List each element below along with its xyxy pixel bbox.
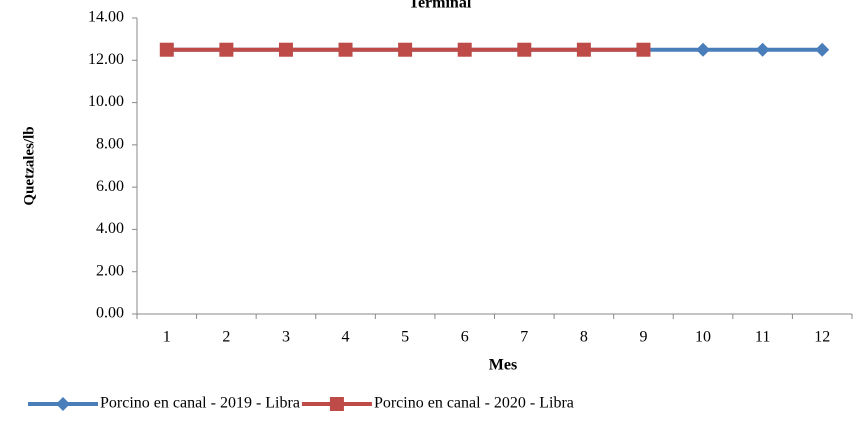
marker	[576, 42, 591, 57]
marker	[517, 42, 532, 57]
x-tick-label: 5	[401, 329, 409, 346]
x-tick-label: 1	[163, 329, 171, 346]
chart-title: Terminal	[409, 0, 472, 12]
x-tick-label: 12	[814, 329, 830, 346]
x-tick-label: 11	[755, 329, 770, 346]
y-axis-title: Quetzales/lb	[21, 126, 37, 205]
y-tick-label: 12.00	[88, 51, 124, 68]
marker	[398, 42, 413, 57]
y-tick-label: 2.00	[96, 262, 124, 279]
x-tick-label: 4	[342, 329, 350, 346]
marker	[636, 42, 651, 57]
marker	[159, 42, 174, 57]
x-tick-label: 9	[639, 329, 647, 346]
marker	[219, 42, 234, 57]
marker	[338, 42, 353, 57]
x-tick-label: 7	[520, 329, 528, 346]
x-tick-label: 8	[580, 329, 588, 346]
legend-item: Porcino en canal - 2019 - Libra	[28, 395, 300, 412]
marker	[278, 42, 293, 57]
y-tick-label: 10.00	[88, 93, 124, 110]
y-tick-label: 0.00	[96, 305, 124, 322]
y-tick-label: 4.00	[96, 220, 124, 237]
y-tick-label: 6.00	[96, 178, 124, 195]
marker	[56, 397, 70, 411]
x-tick-label: 2	[222, 329, 230, 346]
marker	[755, 42, 770, 57]
legend-label: Porcino en canal - 2020 - Libra	[374, 395, 574, 412]
legend-label: Porcino en canal - 2019 - Libra	[100, 395, 300, 412]
y-tick-label: 14.00	[88, 9, 124, 26]
x-tick-label: 3	[282, 329, 290, 346]
marker	[696, 42, 711, 57]
marker	[457, 42, 472, 57]
marker	[329, 397, 344, 411]
legend-item: Porcino en canal - 2020 - Libra	[301, 395, 574, 412]
y-tick-label: 8.00	[96, 136, 124, 153]
marker	[815, 42, 830, 57]
x-tick-label: 6	[461, 329, 469, 346]
x-tick-label: 10	[695, 329, 711, 346]
x-axis-title: Mes	[489, 357, 517, 374]
